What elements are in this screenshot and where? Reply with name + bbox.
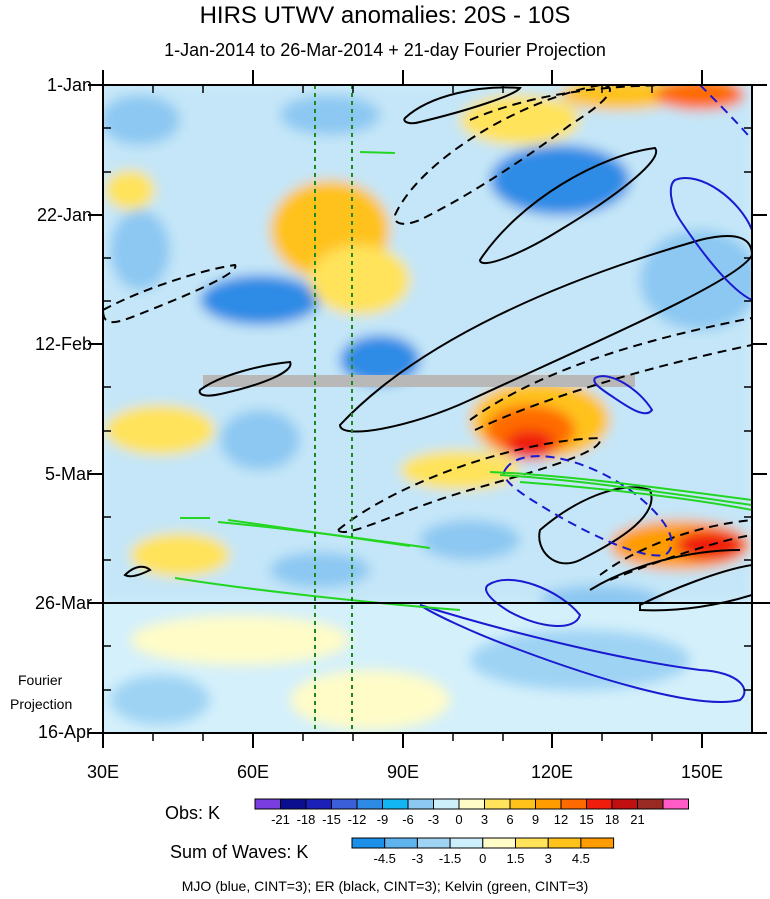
obs-colorbar-swatch (254, 798, 281, 810)
obs-colorbar-level-label: -3 (427, 812, 440, 827)
y-tick-label: 12-Feb (34, 334, 92, 354)
obs-colorbar-swatch (586, 798, 613, 810)
waves-colorbar-swatch (449, 837, 484, 849)
obs-colorbar-level-label: -6 (402, 812, 414, 827)
obs-colorbar-swatch (662, 798, 689, 810)
obs-colorbar-level-label: 6 (506, 812, 514, 827)
x-tick-label: 90E (386, 762, 420, 782)
projection-label-line2: Projection (10, 696, 73, 712)
x-tick-label: 150E (680, 762, 724, 782)
y-tick-label: 16-Apr (37, 722, 92, 742)
projection-label-line1: Fourier (18, 672, 63, 688)
obs-colorbar-swatch (560, 798, 587, 810)
contour-legend-text: MJO (blue, CINT=3); ER (black, CINT=3); … (181, 878, 589, 894)
plot-frame (102, 84, 753, 734)
obs-colorbar-swatch (382, 798, 409, 810)
obs-colorbar-level-label: -9 (376, 812, 389, 827)
obs-colorbar-swatch (305, 798, 332, 810)
obs-colorbar-level-label: 9 (531, 812, 540, 827)
chart-subtitle: 1-Jan-2014 to 26-Mar-2014 + 21-day Fouri… (164, 40, 606, 60)
obs-colorbar-swatch (331, 798, 358, 810)
waves-colorbar-level-label: -3 (411, 851, 424, 866)
obs-colorbar-level-label: -21 (271, 812, 290, 827)
obs-colorbar-level-label: -15 (322, 812, 341, 827)
y-major-ticks (88, 84, 767, 734)
x-tick-label: 30E (86, 762, 120, 782)
waves-colorbar-swatch (351, 837, 386, 849)
x-minor-ticks (152, 85, 653, 741)
x-major-ticks (102, 70, 703, 748)
waves-colorbar-swatch (580, 837, 615, 849)
anomaly-field (103, 85, 752, 733)
obs-colorbar-level-label: 18 (604, 812, 620, 827)
kelvin-contours (174, 151, 752, 611)
y-tick-label: 1-Jan (46, 75, 92, 95)
x-tick-label: 60E (236, 762, 270, 782)
obs-colorbar-swatch (535, 798, 562, 810)
waves-colorbar-level-label: -1.5 (438, 851, 462, 866)
waves-colorbar-title: Sum of Waves: K (170, 842, 309, 862)
obs-colorbar-level-label: 3 (480, 812, 489, 827)
missing-data-band (203, 375, 635, 387)
y-tick-label: 22-Jan (36, 205, 92, 225)
obs-colorbar-swatch (509, 798, 536, 810)
y-tick-label: 5-Mar (44, 464, 92, 484)
obs-colorbar-swatch (433, 798, 460, 810)
obs-colorbar-level-label: 21 (630, 812, 645, 827)
obs-colorbar-swatch (356, 798, 383, 810)
waves-colorbar-swatch (384, 837, 418, 849)
obs-colorbar-swatch (407, 798, 434, 810)
obs-colorbar-swatch (637, 798, 664, 810)
y-tick-label: 26-Mar (34, 593, 92, 613)
obs-colorbar-title: Obs: K (165, 803, 221, 823)
obs-colorbar-swatch (484, 798, 511, 810)
waves-colorbar-swatch (515, 837, 549, 849)
waves-colorbar-level-label: 1.5 (506, 851, 525, 866)
obs-colorbar-swatch (280, 798, 307, 810)
waves-colorbar-level-label: -4.5 (373, 851, 396, 866)
waves-colorbar (351, 837, 615, 849)
waves-colorbar-level-label: 0 (479, 851, 487, 866)
x-tick-label: 120E (530, 762, 574, 782)
obs-colorbar-level-label: 0 (455, 812, 463, 827)
y-minor-ticks (103, 127, 752, 691)
mjo-contours (419, 177, 752, 703)
obs-colorbar-level-label: 15 (579, 812, 594, 827)
obs-colorbar (254, 798, 689, 810)
waves-colorbar-swatch (547, 837, 582, 849)
waves-colorbar-swatch (482, 837, 516, 849)
obs-colorbar-swatch (458, 798, 485, 810)
obs-colorbar-level-label: -12 (347, 812, 367, 827)
waves-colorbar-level-label: 4.5 (571, 851, 590, 866)
waves-colorbar-swatch (416, 837, 451, 849)
obs-colorbar-level-label: -18 (296, 812, 316, 827)
obs-colorbar-level-label: 12 (553, 812, 569, 827)
waves-colorbar-level-label: 3 (544, 851, 552, 866)
obs-colorbar-swatch (611, 798, 638, 810)
chart-title: HIRS UTWV anomalies: 20S - 10S (199, 2, 571, 29)
